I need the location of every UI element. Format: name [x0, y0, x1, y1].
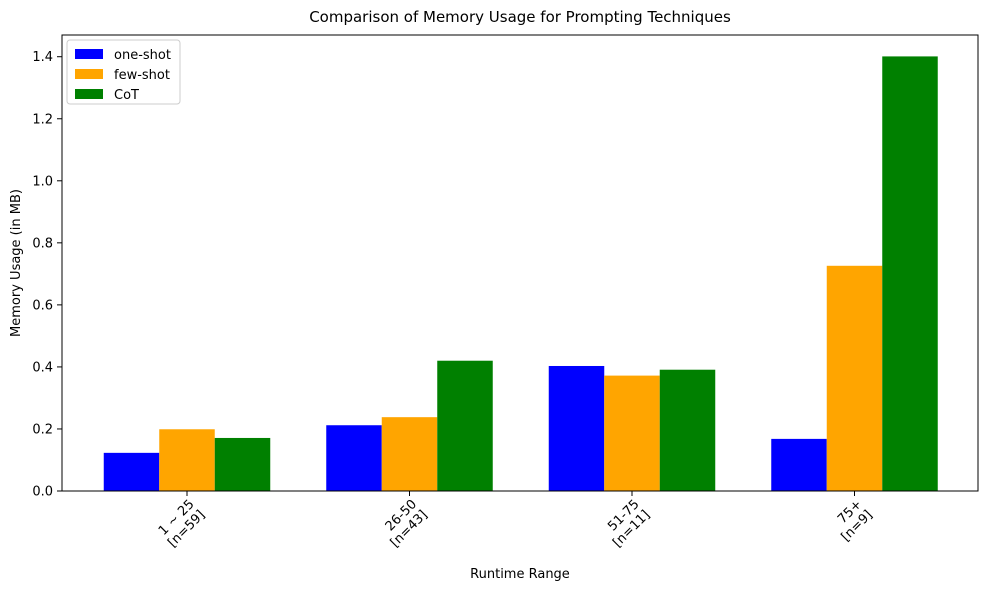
bar-cot-2 [659, 369, 716, 491]
plot-frame [61, 34, 979, 492]
y-tick-label: 1.4 [32, 50, 53, 65]
legend: one-shot few-shot CoT [66, 39, 181, 105]
bar-few-shot-2 [604, 375, 660, 491]
x-tick-label: 75+[n=9] [828, 497, 876, 545]
x-axis: 1 ~ 25[n=59] 26-50[n=43] 51-75[n=11] 75+[n=… [155, 491, 876, 551]
bar-few-shot-0 [159, 429, 215, 491]
bar-cot-0 [214, 437, 271, 491]
x-tick-label: 51-75[n=11] [600, 497, 654, 551]
x-tick-label: 1 ~ 25[n=59] [155, 497, 209, 551]
y-axis-label: Memory Usage (in MB) [9, 189, 24, 337]
svg-text:1 ~ 25[n=59]: 1 ~ 25[n=59] [155, 497, 209, 551]
svg-text:75+[n=9]: 75+[n=9] [828, 497, 876, 545]
legend-label-one-shot: one-shot [114, 48, 171, 63]
svg-text:26-50[n=43]: 26-50[n=43] [377, 497, 431, 551]
y-tick-label: 0.4 [32, 360, 53, 375]
bars-group [103, 56, 938, 491]
y-axis: 0.0 0.2 0.4 0.6 0.8 1.0 1.2 1.4 [32, 50, 62, 500]
legend-swatch-one-shot [75, 49, 103, 59]
y-tick-label: 1.0 [32, 174, 53, 189]
y-tick-label: 0.0 [32, 485, 53, 500]
bar-cot-3 [882, 56, 938, 491]
chart-title: Comparison of Memory Usage for Prompting… [309, 8, 731, 26]
bar-few-shot-1 [381, 417, 438, 491]
y-tick-label: 0.8 [32, 236, 53, 251]
bar-one-shot-0 [103, 452, 160, 491]
bar-one-shot-2 [548, 365, 605, 491]
y-tick-label: 0.6 [32, 298, 53, 313]
bar-few-shot-3 [826, 265, 883, 491]
bar-one-shot-1 [326, 425, 382, 491]
y-tick-label: 1.2 [32, 112, 53, 127]
legend-swatch-cot [75, 89, 103, 99]
x-axis-label: Runtime Range [470, 567, 570, 582]
legend-label-few-shot: few-shot [114, 68, 170, 83]
y-tick-label: 0.2 [32, 422, 53, 437]
bar-cot-1 [437, 360, 493, 491]
x-tick-label: 26-50[n=43] [377, 497, 431, 551]
bar-one-shot-3 [771, 438, 827, 491]
legend-label-cot: CoT [114, 88, 139, 103]
legend-swatch-few-shot [75, 69, 103, 79]
svg-text:51-75[n=11]: 51-75[n=11] [600, 497, 654, 551]
